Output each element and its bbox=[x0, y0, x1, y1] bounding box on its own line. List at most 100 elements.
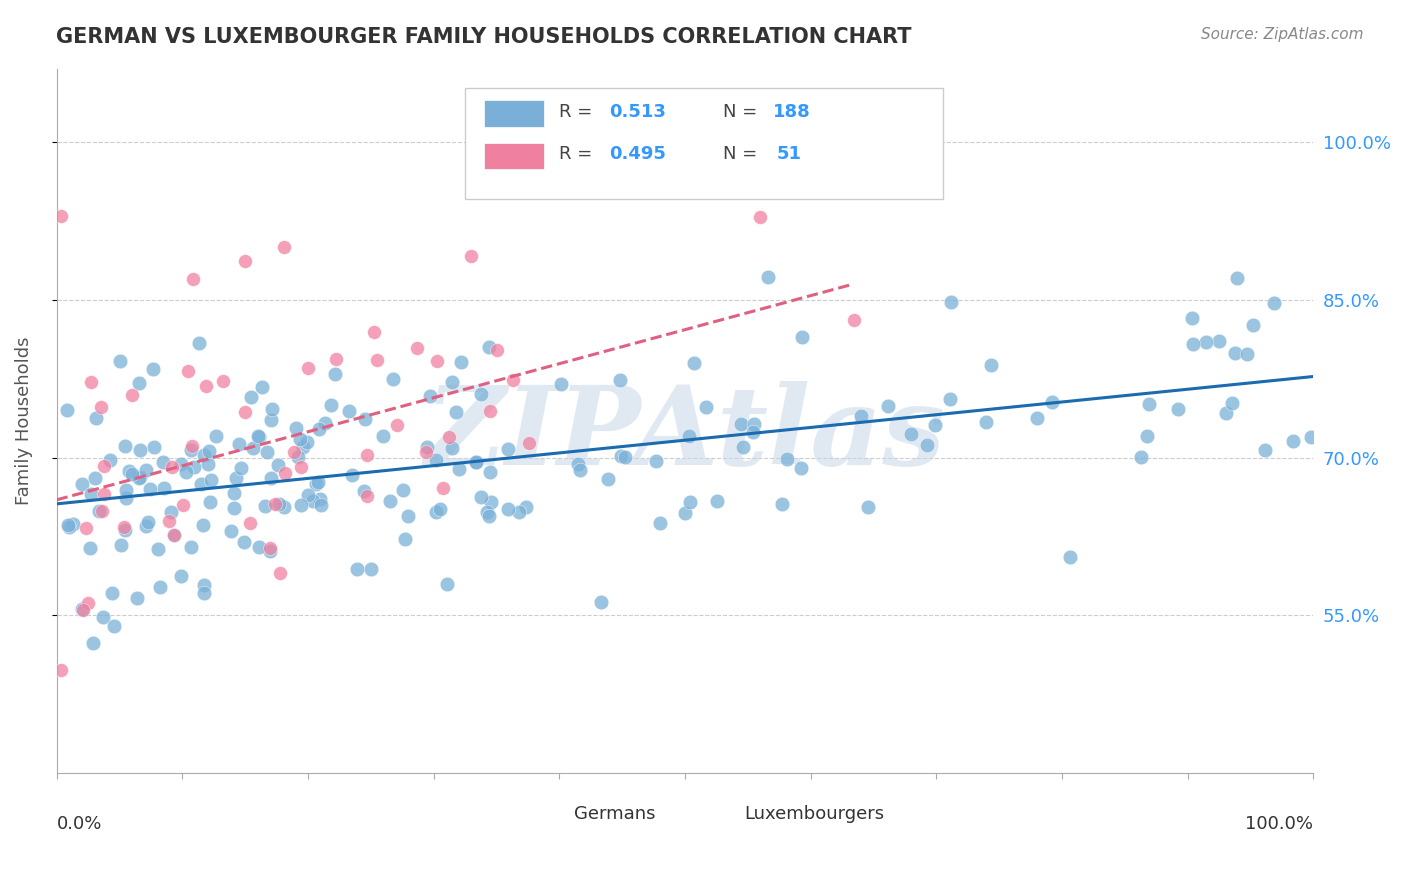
Text: ZIPAtlas: ZIPAtlas bbox=[425, 381, 945, 489]
Point bbox=[93, 609, 115, 624]
Point bbox=[80, 375, 103, 389]
Point bbox=[415, 445, 437, 459]
Point bbox=[139, 482, 162, 496]
Point bbox=[142, 362, 165, 376]
Point bbox=[260, 471, 283, 485]
Point bbox=[307, 475, 329, 490]
Point bbox=[730, 417, 752, 431]
Point bbox=[496, 442, 519, 457]
Point bbox=[231, 460, 253, 475]
Point bbox=[614, 450, 637, 464]
Point bbox=[302, 493, 325, 508]
Point bbox=[93, 487, 115, 501]
Point bbox=[426, 354, 449, 368]
Point bbox=[479, 495, 502, 509]
Point bbox=[170, 569, 193, 583]
Point bbox=[645, 453, 668, 467]
Point bbox=[900, 427, 922, 442]
Point bbox=[770, 497, 793, 511]
Point bbox=[1215, 406, 1237, 420]
Y-axis label: Family Households: Family Households bbox=[15, 336, 32, 505]
Point bbox=[193, 585, 215, 599]
Point bbox=[1208, 334, 1230, 348]
FancyBboxPatch shape bbox=[484, 100, 544, 127]
Point bbox=[321, 398, 343, 412]
Point bbox=[378, 494, 401, 508]
Point bbox=[254, 500, 277, 514]
Point bbox=[194, 378, 217, 392]
Point bbox=[160, 505, 183, 519]
Point bbox=[314, 416, 336, 430]
Point bbox=[849, 409, 872, 423]
Point bbox=[568, 463, 591, 477]
Point bbox=[290, 433, 312, 447]
Point bbox=[51, 664, 73, 678]
Point bbox=[233, 534, 256, 549]
Point bbox=[128, 471, 150, 485]
Point bbox=[371, 429, 394, 443]
Text: N =: N = bbox=[723, 103, 762, 120]
Point bbox=[425, 453, 447, 467]
Point bbox=[128, 470, 150, 484]
Point bbox=[149, 580, 172, 594]
Text: 0.513: 0.513 bbox=[610, 103, 666, 120]
Point bbox=[114, 439, 136, 453]
Point bbox=[550, 376, 572, 391]
Point bbox=[648, 516, 671, 530]
Point bbox=[82, 636, 104, 650]
Point bbox=[758, 270, 780, 285]
Text: 188: 188 bbox=[773, 103, 811, 120]
Point bbox=[90, 400, 112, 414]
Point bbox=[108, 354, 131, 368]
Point bbox=[517, 436, 540, 450]
Point bbox=[425, 505, 447, 519]
Point bbox=[297, 488, 319, 502]
Point bbox=[49, 209, 72, 223]
Point bbox=[515, 500, 537, 514]
Point bbox=[247, 540, 270, 554]
FancyBboxPatch shape bbox=[484, 143, 544, 169]
Text: R =: R = bbox=[560, 103, 599, 120]
FancyBboxPatch shape bbox=[692, 805, 731, 822]
Point bbox=[337, 403, 360, 417]
Point bbox=[790, 330, 813, 344]
Point bbox=[114, 523, 136, 537]
Point bbox=[304, 477, 326, 491]
Point bbox=[295, 434, 318, 449]
Point bbox=[121, 388, 143, 402]
Point bbox=[1181, 310, 1204, 325]
Point bbox=[385, 418, 408, 433]
Point bbox=[309, 498, 332, 512]
Point bbox=[1254, 443, 1277, 458]
Point bbox=[56, 403, 79, 417]
Point bbox=[360, 562, 382, 576]
Point bbox=[731, 440, 754, 454]
Point bbox=[679, 495, 702, 509]
Point bbox=[1059, 549, 1081, 564]
Point bbox=[354, 412, 377, 426]
Point bbox=[70, 602, 93, 616]
Point bbox=[429, 502, 451, 516]
Point bbox=[436, 576, 458, 591]
Point bbox=[924, 417, 946, 432]
Point bbox=[267, 497, 290, 511]
Point bbox=[391, 483, 413, 498]
Point bbox=[228, 437, 250, 451]
Point bbox=[353, 483, 375, 498]
Point bbox=[356, 489, 378, 503]
Point bbox=[115, 491, 138, 506]
Point bbox=[366, 353, 388, 368]
Point bbox=[188, 335, 211, 350]
Point bbox=[610, 449, 633, 463]
Point bbox=[83, 471, 105, 485]
Text: 0.495: 0.495 bbox=[610, 145, 666, 162]
Point bbox=[128, 376, 150, 390]
Point bbox=[200, 473, 222, 487]
Point bbox=[98, 452, 121, 467]
Point bbox=[673, 506, 696, 520]
Point bbox=[183, 460, 205, 475]
Point bbox=[1222, 396, 1244, 410]
Point bbox=[591, 595, 613, 609]
Point bbox=[396, 509, 419, 524]
Point bbox=[267, 458, 290, 472]
